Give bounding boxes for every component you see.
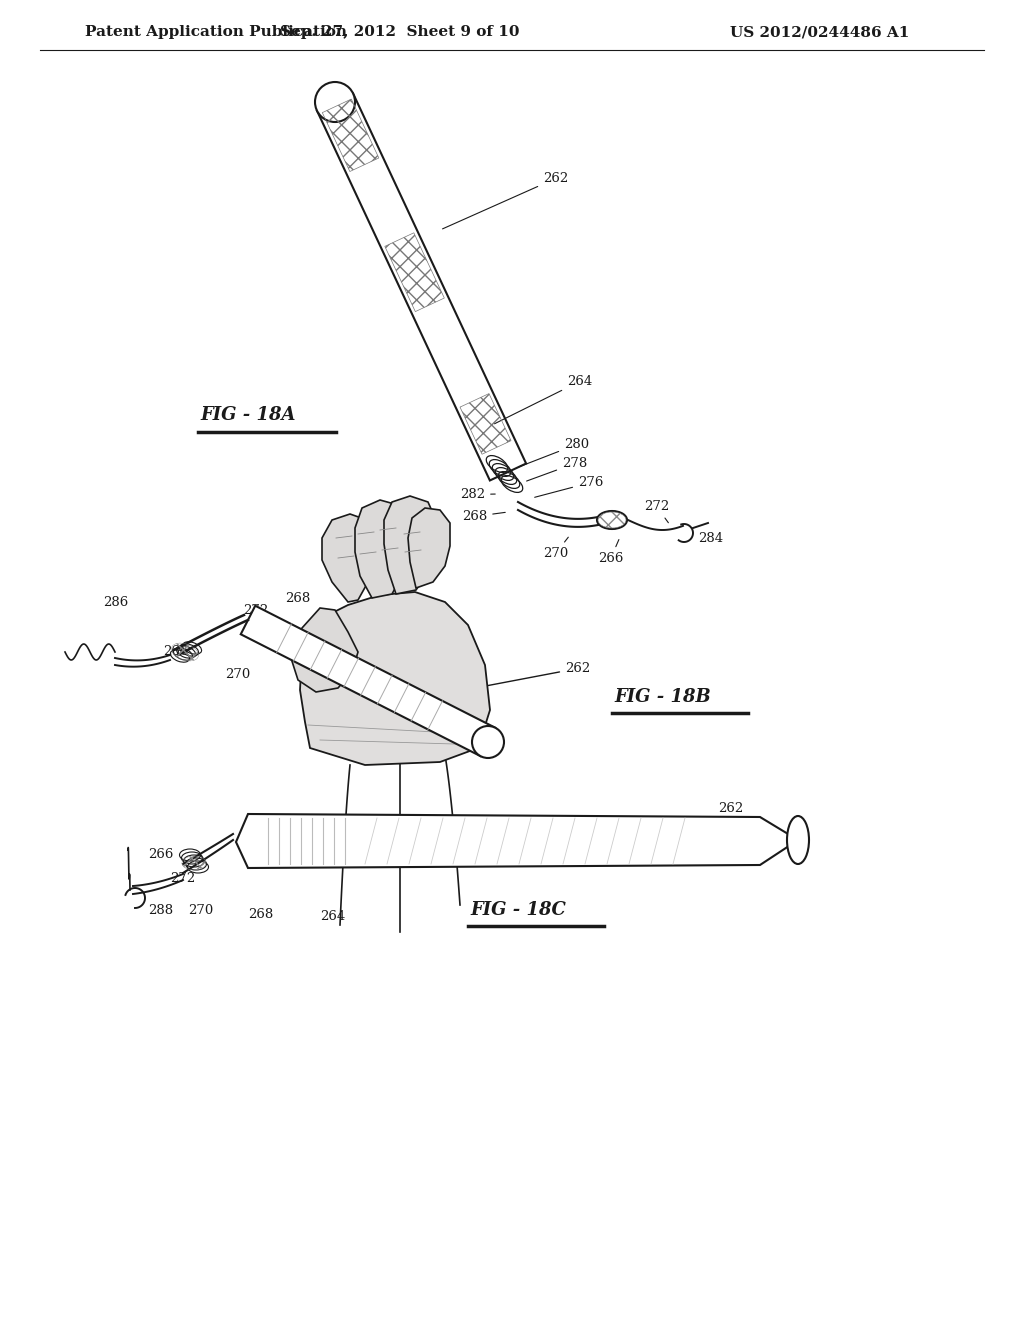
Text: Sep. 27, 2012  Sheet 9 of 10: Sep. 27, 2012 Sheet 9 of 10 <box>281 25 520 40</box>
Circle shape <box>472 726 504 758</box>
Text: FIG - 18A: FIG - 18A <box>200 407 296 424</box>
Text: 270: 270 <box>543 537 568 560</box>
Text: 278: 278 <box>526 457 587 480</box>
Text: 266: 266 <box>598 540 624 565</box>
Text: 276: 276 <box>535 477 603 498</box>
Polygon shape <box>384 496 436 594</box>
Polygon shape <box>408 508 450 587</box>
Text: 272: 272 <box>644 500 670 523</box>
Polygon shape <box>355 500 408 598</box>
Ellipse shape <box>787 816 809 865</box>
Text: 288: 288 <box>148 904 173 917</box>
Polygon shape <box>290 609 358 692</box>
Text: 266: 266 <box>148 847 173 861</box>
Text: 268: 268 <box>285 591 310 605</box>
Text: 266: 266 <box>163 645 188 657</box>
Text: 282: 282 <box>460 488 496 502</box>
Text: Patent Application Publication: Patent Application Publication <box>85 25 347 40</box>
Polygon shape <box>236 814 798 869</box>
Text: 262: 262 <box>643 803 743 843</box>
Text: 286: 286 <box>103 597 128 609</box>
Text: 270: 270 <box>188 904 213 917</box>
Text: 272: 272 <box>170 873 196 884</box>
Text: 268: 268 <box>248 908 273 921</box>
Text: FIG - 18B: FIG - 18B <box>614 688 711 706</box>
Polygon shape <box>300 591 490 766</box>
Text: FIG - 18C: FIG - 18C <box>470 902 566 919</box>
Ellipse shape <box>597 511 627 529</box>
Polygon shape <box>322 513 376 602</box>
Text: 268: 268 <box>462 510 505 523</box>
Text: 272: 272 <box>243 605 268 616</box>
Text: 280: 280 <box>518 438 589 467</box>
Text: 264: 264 <box>495 375 592 424</box>
Text: US 2012/0244486 A1: US 2012/0244486 A1 <box>730 25 909 40</box>
Text: 264: 264 <box>319 909 345 923</box>
Polygon shape <box>316 94 526 480</box>
Text: 262: 262 <box>442 172 568 228</box>
Text: 270: 270 <box>225 668 250 681</box>
Polygon shape <box>241 606 496 756</box>
Text: 264: 264 <box>462 715 487 729</box>
Text: 284: 284 <box>698 532 723 545</box>
Text: 262: 262 <box>479 663 590 689</box>
Circle shape <box>315 82 355 121</box>
